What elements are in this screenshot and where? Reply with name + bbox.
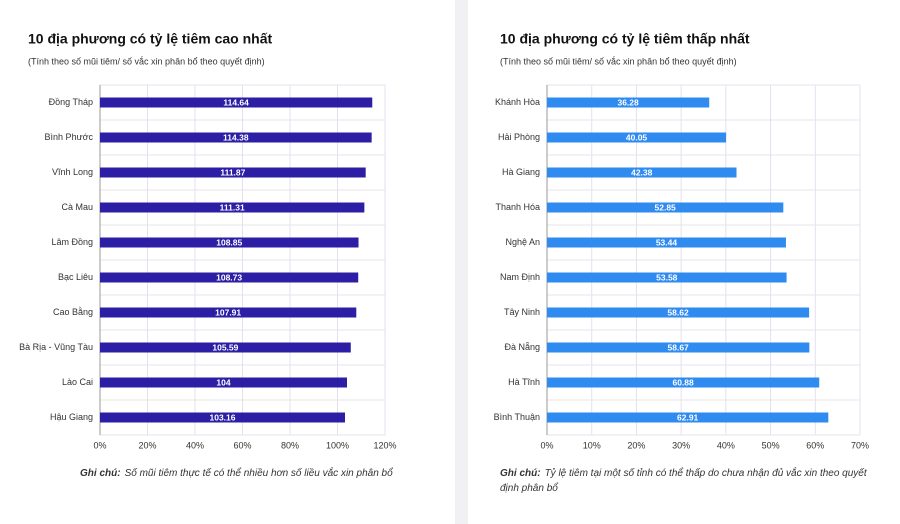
bar [100, 412, 346, 423]
bar [100, 272, 359, 283]
value-label: 105.59 [212, 342, 238, 352]
chart-title: 10 địa phương có tỷ lệ tiêm cao nhất [28, 31, 272, 47]
note: Ghi chú: Tỷ lệ tiêm tại một số tỉnh có th… [500, 466, 870, 496]
chart-subtitle: (Tính theo số mũi tiêm/ số vắc xin phân … [28, 56, 265, 66]
value-label: 58.67 [668, 342, 690, 352]
y-tick-label: Bình Thuận [494, 412, 540, 422]
value-label: 53.58 [656, 272, 678, 282]
bar [100, 342, 351, 353]
bar [547, 307, 810, 318]
bar [547, 132, 727, 143]
bar [100, 377, 347, 388]
note-text: Số mũi tiêm thực tế có thể nhiều hơn số … [124, 468, 393, 479]
value-label: 53.44 [656, 237, 678, 247]
value-label: 36.28 [617, 97, 639, 107]
y-tick-label: Bạc Liêu [58, 272, 93, 282]
card [0, 0, 455, 524]
x-tick-label: 60% [233, 440, 251, 450]
x-tick-label: 20% [138, 440, 156, 450]
bar [547, 342, 810, 353]
y-tick-label: Bà Rịa - Vũng Tàu [19, 342, 93, 352]
y-tick-label: Hải Phòng [498, 132, 540, 142]
value-label: 40.05 [626, 132, 648, 142]
bar [100, 307, 357, 318]
value-label: 103.16 [210, 412, 236, 422]
x-tick-label: 10% [583, 440, 601, 450]
note-label: Ghi chú: [80, 468, 121, 479]
bar [100, 167, 366, 178]
bar [100, 237, 359, 248]
bar [547, 377, 820, 388]
x-tick-label: 50% [762, 440, 780, 450]
x-tick-label: 80% [281, 440, 299, 450]
value-label: 111.31 [220, 202, 245, 212]
note: Ghi chú: Số mũi tiêm thực tế có thể nhiều… [80, 466, 440, 481]
bar [547, 202, 784, 213]
value-label: 62.91 [677, 412, 699, 422]
bar [547, 237, 786, 248]
note-label: Ghi chú: [500, 468, 541, 479]
value-label: 114.38 [223, 132, 249, 142]
y-tick-label: Thanh Hóa [495, 202, 540, 212]
value-label: 58.62 [667, 307, 689, 317]
bar [547, 272, 787, 283]
value-label: 104 [216, 377, 230, 387]
y-tick-label: Hậu Giang [50, 412, 93, 422]
value-label: 107.91 [215, 307, 241, 317]
bar [100, 202, 365, 213]
y-tick-label: Bình Phước [45, 132, 94, 142]
x-tick-label: 100% [326, 440, 349, 450]
y-tick-label: Lào Cai [62, 377, 93, 387]
value-label: 60.88 [672, 377, 694, 387]
chart-title: 10 địa phương có tỷ lệ tiêm thấp nhất [500, 31, 750, 47]
y-tick-label: Cà Mau [61, 202, 93, 212]
x-tick-label: 70% [851, 440, 869, 450]
y-tick-label: Đà Nẵng [504, 342, 540, 352]
value-label: 52.85 [655, 202, 677, 212]
value-label: 108.73 [216, 272, 242, 282]
x-tick-label: 30% [672, 440, 690, 450]
y-tick-label: Khánh Hòa [495, 97, 540, 107]
bar [100, 97, 373, 108]
x-tick-label: 120% [373, 440, 396, 450]
note-text: Tỷ lệ tiêm tại một số tỉnh có thể thấp d… [500, 468, 867, 494]
value-label: 42.38 [631, 167, 653, 177]
bar [100, 132, 372, 143]
value-label: 111.87 [220, 167, 245, 177]
value-label: 108.85 [216, 237, 242, 247]
bar [547, 412, 829, 423]
y-tick-label: Lâm Đồng [51, 237, 93, 247]
x-tick-label: 0% [93, 440, 106, 450]
y-tick-label: Hà Tĩnh [508, 377, 540, 387]
y-tick-label: Hà Giang [502, 167, 540, 177]
y-tick-label: Nghệ An [505, 237, 540, 247]
chart-subtitle: (Tính theo số mũi tiêm/ số vắc xin phân … [500, 56, 737, 66]
card [468, 0, 900, 524]
x-tick-label: 40% [717, 440, 735, 450]
x-tick-label: 60% [806, 440, 824, 450]
bar [547, 167, 737, 178]
x-tick-label: 40% [186, 440, 204, 450]
value-label: 114.64 [223, 97, 249, 107]
y-tick-label: Cao Bằng [53, 307, 93, 317]
y-tick-label: Vĩnh Long [52, 167, 93, 177]
bar [547, 97, 710, 108]
x-tick-label: 20% [627, 440, 645, 450]
x-tick-label: 0% [540, 440, 553, 450]
y-tick-label: Nam Định [500, 272, 540, 282]
y-tick-label: Tây Ninh [504, 307, 540, 317]
y-tick-label: Đồng Tháp [49, 97, 93, 107]
